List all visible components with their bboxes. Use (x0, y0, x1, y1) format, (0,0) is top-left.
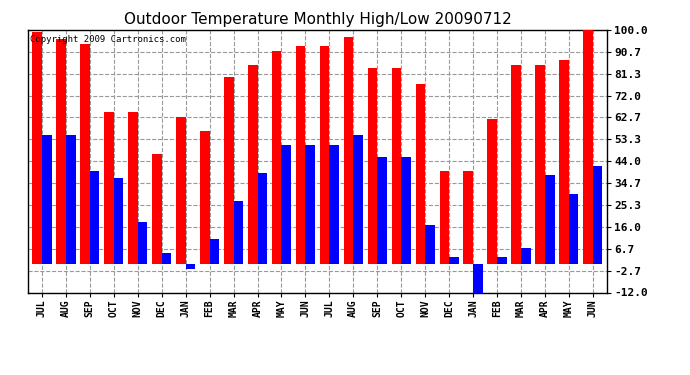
Bar (560, 60, 569, 264)
Bar (545, 176, 555, 264)
Bar (521, 248, 531, 264)
Bar (104, 112, 114, 264)
Bar (377, 157, 387, 264)
Bar (80, 44, 90, 264)
Bar (464, 171, 473, 264)
Bar (32, 32, 42, 264)
Bar (497, 257, 506, 264)
Bar (90, 171, 99, 264)
Bar (415, 84, 425, 264)
Bar (128, 112, 138, 264)
Bar (425, 225, 435, 264)
Bar (114, 178, 124, 264)
Bar (353, 135, 363, 264)
Bar (186, 264, 195, 269)
Title: Outdoor Temperature Monthly High/Low 20090712: Outdoor Temperature Monthly High/Low 200… (124, 12, 511, 27)
Bar (200, 131, 210, 264)
Bar (138, 222, 148, 264)
Bar (42, 135, 52, 264)
Bar (224, 77, 234, 264)
Bar (210, 238, 219, 264)
Bar (234, 201, 243, 264)
Bar (449, 257, 459, 264)
Bar (161, 253, 171, 264)
Bar (176, 117, 186, 264)
Bar (401, 157, 411, 264)
Bar (593, 166, 602, 264)
Bar (152, 154, 161, 264)
Bar (473, 264, 483, 292)
Bar (248, 65, 257, 264)
Bar (569, 194, 578, 264)
Bar (272, 51, 282, 264)
Bar (392, 68, 401, 264)
Bar (57, 39, 66, 264)
Bar (440, 171, 449, 264)
Bar (66, 135, 75, 264)
Bar (487, 119, 497, 264)
Bar (319, 46, 329, 264)
Text: Copyright 2009 Cartronics.com: Copyright 2009 Cartronics.com (30, 35, 186, 44)
Bar (257, 173, 267, 264)
Bar (282, 145, 291, 264)
Bar (368, 68, 377, 264)
Bar (344, 37, 353, 264)
Bar (329, 145, 339, 264)
Bar (296, 46, 306, 264)
Bar (306, 145, 315, 264)
Bar (583, 30, 593, 264)
Bar (511, 65, 521, 264)
Bar (535, 65, 545, 264)
